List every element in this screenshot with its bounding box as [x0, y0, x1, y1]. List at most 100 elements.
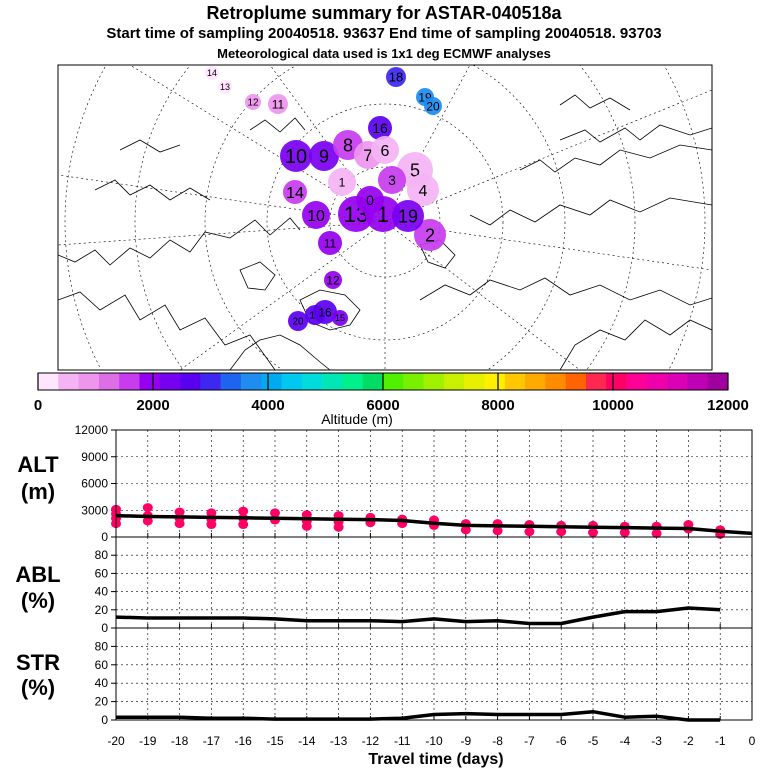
colorbar-segment	[545, 373, 566, 390]
plume-label: 7	[363, 146, 372, 165]
x-axis-label: Travel time (days)	[368, 751, 503, 768]
colorbar-segment	[626, 373, 648, 390]
colorbar-segment	[159, 373, 181, 390]
colorbar-segment	[504, 373, 526, 390]
plume-marker: 16	[368, 116, 392, 140]
colorbar-tick-label: 8000	[481, 397, 514, 414]
colorbar-segment	[667, 373, 688, 390]
colorbar-segment	[180, 373, 201, 390]
altitude-marker	[333, 522, 344, 532]
panel-abl: ABL(%) 0 20 40 60 80	[15, 536, 753, 635]
plume-marker: 4	[407, 174, 439, 206]
colorbar-tick-label: 4000	[251, 397, 284, 414]
y-tick-label: 20	[95, 603, 109, 617]
plume-label: 16	[372, 120, 388, 136]
plume-label: 5	[410, 160, 420, 180]
x-tick-label: -5	[588, 734, 599, 748]
series-line	[115, 606, 721, 626]
x-tick-label: -18	[171, 734, 189, 748]
y-axis-unit: (m)	[21, 479, 55, 504]
plume-marker: 19	[392, 200, 424, 232]
altitude-marker	[238, 506, 249, 516]
plume-label: 14	[207, 68, 217, 78]
colorbar-segment	[362, 373, 384, 390]
plume-label: 8	[343, 135, 353, 155]
y-tick-label: 3000	[81, 503, 108, 517]
chart-title: Retroplume summary for ASTAR-040518a	[206, 3, 562, 23]
y-tick-label: 0	[101, 713, 108, 727]
plume-label: 1	[339, 175, 346, 189]
altitude-marker	[270, 508, 280, 518]
altitude-marker	[301, 521, 312, 531]
x-tick-label: -20	[107, 734, 125, 748]
altitude-marker	[174, 519, 185, 529]
x-tick-label: -19	[139, 734, 157, 748]
colorbar-segment	[687, 373, 709, 390]
colorbar-segment	[403, 373, 424, 390]
plume-label: 4	[419, 183, 428, 200]
altitude-marker	[588, 528, 598, 538]
plume-label: 13	[220, 82, 230, 92]
plume-label: 15	[335, 313, 345, 323]
series-line	[115, 513, 753, 536]
x-tick-label: -11	[394, 734, 411, 748]
colorbar-segment	[646, 373, 668, 390]
plume-marker: 12	[324, 271, 342, 289]
colorbar-tick-label: 12000	[707, 397, 749, 414]
colorbar-segment	[301, 373, 323, 390]
y-axis-unit: (%)	[21, 588, 55, 613]
altitude-marker	[460, 525, 471, 535]
x-tick-label: -13	[330, 734, 348, 748]
plume-marker: 6	[371, 136, 399, 164]
plume-label: 3	[388, 172, 396, 188]
plume-marker: 0	[356, 186, 384, 214]
y-tick-label: 9000	[81, 450, 108, 464]
x-tick-label: -15	[266, 734, 284, 748]
plume-marker: 11	[318, 231, 342, 255]
x-tick-label: -1	[715, 734, 726, 748]
plume-marker: 10	[280, 140, 312, 172]
colorbar-segment	[464, 373, 485, 390]
plume-label: 19	[398, 206, 418, 226]
colorbar-segment	[342, 373, 364, 390]
plume-label: 6	[381, 143, 390, 160]
x-tick-label: -12	[362, 734, 380, 748]
altitude-marker	[619, 528, 630, 538]
colorbar-segment	[484, 373, 506, 390]
altitude-colorbar: 0 2000 4000 6000 8000 10000 12000 Altitude (m)	[34, 372, 749, 427]
colorbar-segment	[240, 373, 262, 390]
altitude-marker	[206, 520, 217, 530]
x-tick-label: -8	[492, 734, 503, 748]
colorbar-segment	[200, 373, 221, 390]
x-tick-label: 0	[749, 734, 756, 748]
graticule	[58, 65, 712, 370]
plume-label: 11	[324, 236, 337, 250]
altitude-marker	[238, 520, 249, 530]
plume-label: 18	[389, 70, 403, 85]
panel-alt: ALT(m) 0 3000 6000 9000 12000	[17, 423, 753, 544]
colorbar-segment	[220, 373, 242, 390]
colorbar-segment	[78, 373, 100, 390]
plume-label: 16	[318, 305, 332, 319]
colorbar-segment	[606, 373, 627, 390]
x-tick-label: -3	[651, 734, 662, 748]
colorbar-segment	[281, 373, 303, 390]
plume-marker: 10	[302, 201, 330, 229]
y-tick-label: 20	[95, 695, 109, 709]
altitude-marker	[142, 503, 153, 513]
colorbar-segment	[119, 373, 140, 390]
altitude-marker	[556, 527, 567, 537]
y-tick-label: 60	[95, 658, 109, 672]
altitude-marker	[174, 507, 185, 517]
plume-marker: 18	[386, 67, 406, 87]
y-tick-label: 0	[101, 530, 108, 544]
x-tick-label: -10	[425, 734, 443, 748]
plume-marker: 20	[288, 311, 308, 331]
x-tick-label: -7	[524, 734, 535, 748]
x-tick-label: -16	[235, 734, 253, 748]
colorbar-segment	[322, 373, 343, 390]
